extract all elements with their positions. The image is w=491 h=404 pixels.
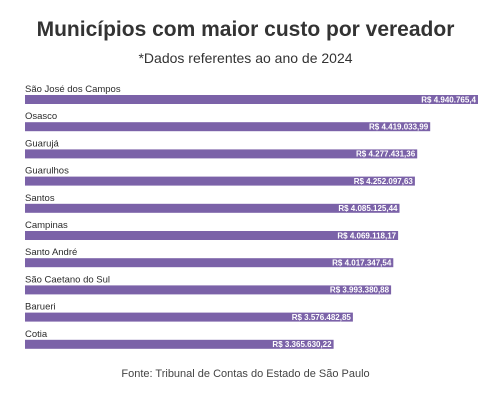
bar: [25, 122, 431, 132]
bar-value-label: R$ 4.940.765,4: [421, 95, 476, 104]
chart-source: Fonte: Tribunal de Contas do Estado de S…: [121, 368, 370, 380]
bar-value-label: R$ 4.069.118,17: [337, 231, 396, 240]
bar: [25, 149, 418, 159]
bar-value-label: R$ 4.419.033,99: [369, 123, 429, 132]
bar: [25, 339, 334, 349]
bar: [25, 203, 400, 213]
category-label: Cotia: [25, 329, 48, 340]
bar: [25, 312, 353, 322]
category-label: Barueri: [25, 302, 56, 313]
bar-value-label: R$ 4.277.431,36: [356, 150, 416, 159]
bar: [25, 95, 478, 104]
chart-subtitle: *Dados referentes ao ano de 2024: [138, 50, 353, 66]
bar-value-label: R$ 4.017.347,54: [332, 259, 392, 268]
bar-value-label: R$ 3.365.630,22: [272, 340, 332, 349]
bar-value-label: R$ 4.085.125,44: [338, 204, 398, 213]
category-label: Guarujá: [25, 138, 60, 149]
category-label: Campinas: [25, 220, 68, 231]
bar: [25, 285, 392, 295]
bar-value-label: R$ 3.576.482,85: [292, 313, 352, 322]
category-label: São Caetano do Sul: [25, 274, 110, 285]
category-label: Osasco: [25, 111, 57, 122]
bar: [25, 176, 415, 186]
category-label: Guarulhos: [25, 166, 69, 177]
category-label: São José dos Campos: [25, 84, 121, 95]
category-label: Santo André: [25, 247, 77, 258]
bar: [25, 231, 399, 240]
category-label: Santos: [25, 193, 55, 204]
bar-value-label: R$ 3.993.380,88: [330, 286, 390, 295]
bar-value-label: R$ 4.252.097,63: [354, 177, 414, 186]
bar: [25, 258, 394, 268]
chart-title: Municípios com maior custo por vereador: [36, 18, 455, 41]
